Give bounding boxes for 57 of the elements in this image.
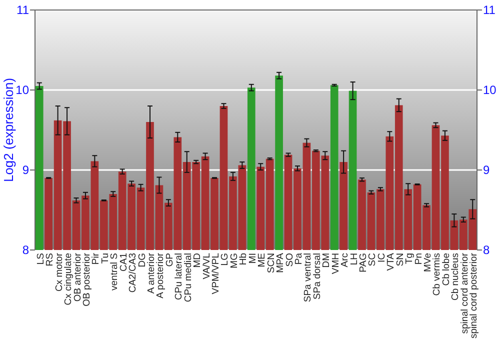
x-tick-label: SN — [394, 252, 406, 266]
x-tick-label: LH — [348, 252, 360, 266]
x-tick-label: SO — [284, 253, 296, 267]
x-tick-label: LG — [220, 253, 231, 266]
x-tick-label: MG — [228, 253, 240, 268]
x-tick-label: MPA — [275, 252, 286, 273]
x-tick-label: Hb — [238, 253, 250, 266]
x-tick-label: GP — [164, 253, 176, 267]
y-tick-label: 11 — [16, 3, 30, 18]
y2-tick-label: 8 — [483, 243, 490, 258]
x-tick-label: Cb nucleus — [450, 252, 462, 301]
x-tick-label: MVe — [422, 253, 434, 272]
x-tick-label: PAG — [358, 253, 370, 272]
x-tick-label: CPu medial — [182, 253, 194, 302]
x-tick-label: RS — [44, 253, 56, 266]
x-tick-label: Pn — [413, 253, 424, 265]
x-tick-label: OB anterior — [72, 253, 84, 302]
x-tick-label: Cb vermis — [432, 252, 443, 296]
y-tick-label: 8 — [22, 243, 30, 258]
x-tick-label: CPu lateral — [174, 253, 185, 300]
x-tick-label: SPa ventral — [302, 253, 314, 302]
x-tick-label: DG — [136, 253, 148, 268]
x-tick-label: Cx cingulate — [63, 253, 74, 306]
x-tick-label: Tu — [100, 253, 111, 264]
x-tick-label: VMH — [330, 252, 342, 274]
x-tick-label: IC — [376, 252, 388, 262]
x-tick-label: spinal cord anterior — [459, 253, 470, 334]
x-tick-label: MD — [192, 252, 204, 268]
x-tick-label: MI — [247, 253, 258, 264]
y-tick-label: 9 — [22, 163, 30, 178]
x-tick-label: spinal cord posterior — [468, 253, 480, 339]
x-tick-label: Cx motor — [54, 253, 65, 292]
x-tick-label: LS — [35, 253, 46, 265]
x-tick-label: CA1 — [118, 253, 130, 272]
x-tick-label: SCN — [266, 252, 277, 274]
x-tick-label: ventral S — [109, 253, 120, 290]
y2-tick-label: 10 — [483, 83, 497, 98]
y-axis-title: Log2 (expression) — [1, 78, 16, 182]
x-tick-label: Cb lobe — [440, 253, 452, 286]
x-tick-label: VPM/VPL — [210, 253, 222, 294]
y2-tick-label: 11 — [483, 3, 496, 18]
x-tick-label: DM — [321, 252, 332, 268]
x-tick-label: A posterior — [155, 253, 166, 298]
x-tick-label: SPa dorsal — [312, 253, 323, 300]
x-tick-label: Arc — [340, 252, 351, 268]
x-tick-label: VA/VL — [201, 253, 212, 280]
x-tick-label: Pir — [90, 253, 102, 265]
x-tick-label: Tg — [404, 253, 416, 264]
x-tick-label: A anterior — [146, 253, 157, 294]
y2-tick-label: 9 — [483, 163, 490, 178]
x-tick-label: SC — [367, 252, 378, 266]
x-tick-label: VTA — [386, 252, 397, 271]
x-tick-label: Pa — [293, 252, 304, 265]
x-tick-label: OB posterior — [81, 253, 92, 306]
x-tick-label: CA2/CA3 — [128, 253, 139, 293]
y-tick-label: 10 — [16, 83, 30, 98]
x-tick-label: ME — [256, 253, 268, 268]
